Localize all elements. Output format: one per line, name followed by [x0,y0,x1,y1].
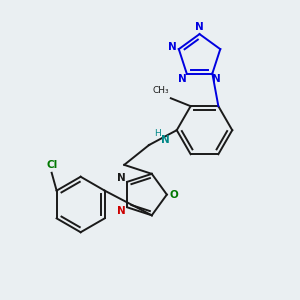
Text: N: N [168,42,177,52]
Text: N: N [117,206,126,217]
Text: O: O [169,190,178,200]
Text: CH₃: CH₃ [152,86,169,95]
Text: H: H [154,129,161,138]
Text: N: N [212,74,221,84]
Text: N: N [178,74,187,84]
Text: N: N [195,22,204,32]
Text: N: N [161,135,170,145]
Text: N: N [117,173,126,183]
Text: Cl: Cl [46,160,57,170]
